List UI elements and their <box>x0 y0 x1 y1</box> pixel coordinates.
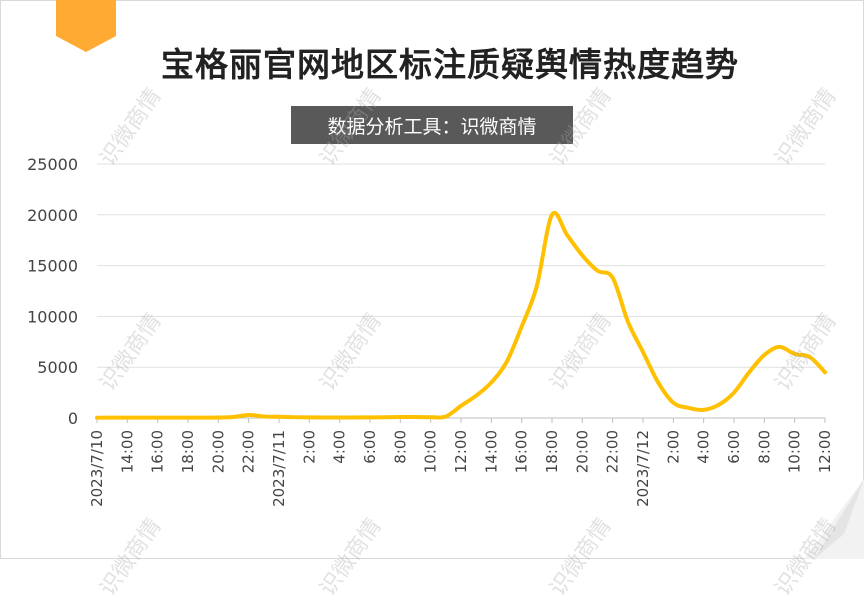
data-point <box>535 284 538 287</box>
y-tick-label: 25000 <box>27 155 78 174</box>
data-point <box>96 416 99 419</box>
x-tick-label: 12:00 <box>816 430 834 473</box>
data-point <box>171 416 174 419</box>
data-point <box>687 406 690 409</box>
data-point <box>505 361 508 364</box>
data-point <box>733 391 736 394</box>
x-tick-label: 22:00 <box>604 430 622 473</box>
data-point <box>551 213 554 216</box>
data-point <box>414 415 417 418</box>
x-tick-label: 14:00 <box>482 430 500 473</box>
data-point <box>672 401 675 404</box>
data-point <box>490 381 493 384</box>
x-tick-label: 8:00 <box>755 430 773 464</box>
data-point <box>323 416 326 419</box>
data-point <box>763 354 766 357</box>
data-point <box>702 408 705 411</box>
x-tick-label: 8:00 <box>391 430 409 464</box>
x-tick-label: 18:00 <box>179 430 197 473</box>
data-point <box>778 345 781 348</box>
data-point <box>793 352 796 355</box>
data-point <box>353 416 356 419</box>
data-point <box>566 234 569 237</box>
chart-title: 宝格丽官网地区标注质疑舆情热度趋势 <box>161 45 739 84</box>
y-tick-label: 5000 <box>37 358 78 377</box>
series-line <box>95 210 827 420</box>
data-point <box>278 415 281 418</box>
data-point <box>156 416 159 419</box>
subtitle-banner: 数据分析工具：识微商情 <box>291 106 573 144</box>
data-point <box>444 415 447 418</box>
x-tick-label: 10:00 <box>786 430 804 473</box>
x-tick-label: 16:00 <box>513 430 531 473</box>
x-tick-label: 4:00 <box>695 430 713 464</box>
data-point <box>642 350 645 353</box>
x-tick-label: 22:00 <box>240 430 258 473</box>
x-tick-label: 6:00 <box>725 430 743 464</box>
x-tick-label: 20:00 <box>573 430 591 473</box>
data-point <box>202 416 205 419</box>
x-tick-label: 2:00 <box>664 430 682 464</box>
data-point <box>247 413 250 416</box>
x-tick-label: 12:00 <box>452 430 470 473</box>
x-tick-label: 16:00 <box>149 430 167 473</box>
data-point <box>717 403 720 406</box>
data-point <box>460 404 463 407</box>
x-tick-label: 10:00 <box>422 430 440 473</box>
data-point <box>262 415 265 418</box>
data-point <box>232 415 235 418</box>
x-tick-label: 18:00 <box>543 430 561 473</box>
subtitle-text: 数据分析工具：识微商情 <box>327 115 537 138</box>
data-point <box>657 381 660 384</box>
y-tick-label: 10000 <box>27 307 78 326</box>
data-point <box>611 276 614 279</box>
data-point <box>429 416 432 419</box>
data-point <box>187 416 190 419</box>
data-point <box>581 254 584 257</box>
data-point <box>475 394 478 397</box>
line-chart: 0 5000 10000 15000 20000 25000 2023/7/10 14:00 1… <box>27 155 834 507</box>
data-point <box>141 416 144 419</box>
data-point <box>126 416 129 419</box>
x-tick-label: 6:00 <box>361 430 379 464</box>
data-point <box>217 416 220 419</box>
data-point <box>293 416 296 419</box>
data-point <box>338 416 341 419</box>
x-tick-label: 2:00 <box>300 430 318 464</box>
x-tick-label: 2023/7/12 <box>634 430 652 507</box>
data-point <box>596 269 599 272</box>
data-point <box>808 356 811 359</box>
y-tick-label: 0 <box>68 409 78 428</box>
data-point <box>384 416 387 419</box>
x-tick-label: 4:00 <box>331 430 349 464</box>
data-point <box>520 325 523 328</box>
data-point <box>399 415 402 418</box>
y-tick-label: 15000 <box>27 257 78 276</box>
data-point <box>748 371 751 374</box>
data-point <box>111 416 114 419</box>
page-curl-decoration <box>804 479 864 559</box>
data-point <box>308 416 311 419</box>
x-tick-label: 20:00 <box>209 430 227 473</box>
data-point <box>824 371 827 374</box>
x-tick-label: 14:00 <box>118 430 136 473</box>
data-point <box>369 416 372 419</box>
x-tick-label: 2023/7/10 <box>88 430 106 507</box>
x-tick-label: 2023/7/11 <box>270 430 288 507</box>
y-tick-label: 20000 <box>27 206 78 225</box>
corner-ribbon-tag <box>56 0 116 52</box>
data-point <box>626 320 629 323</box>
